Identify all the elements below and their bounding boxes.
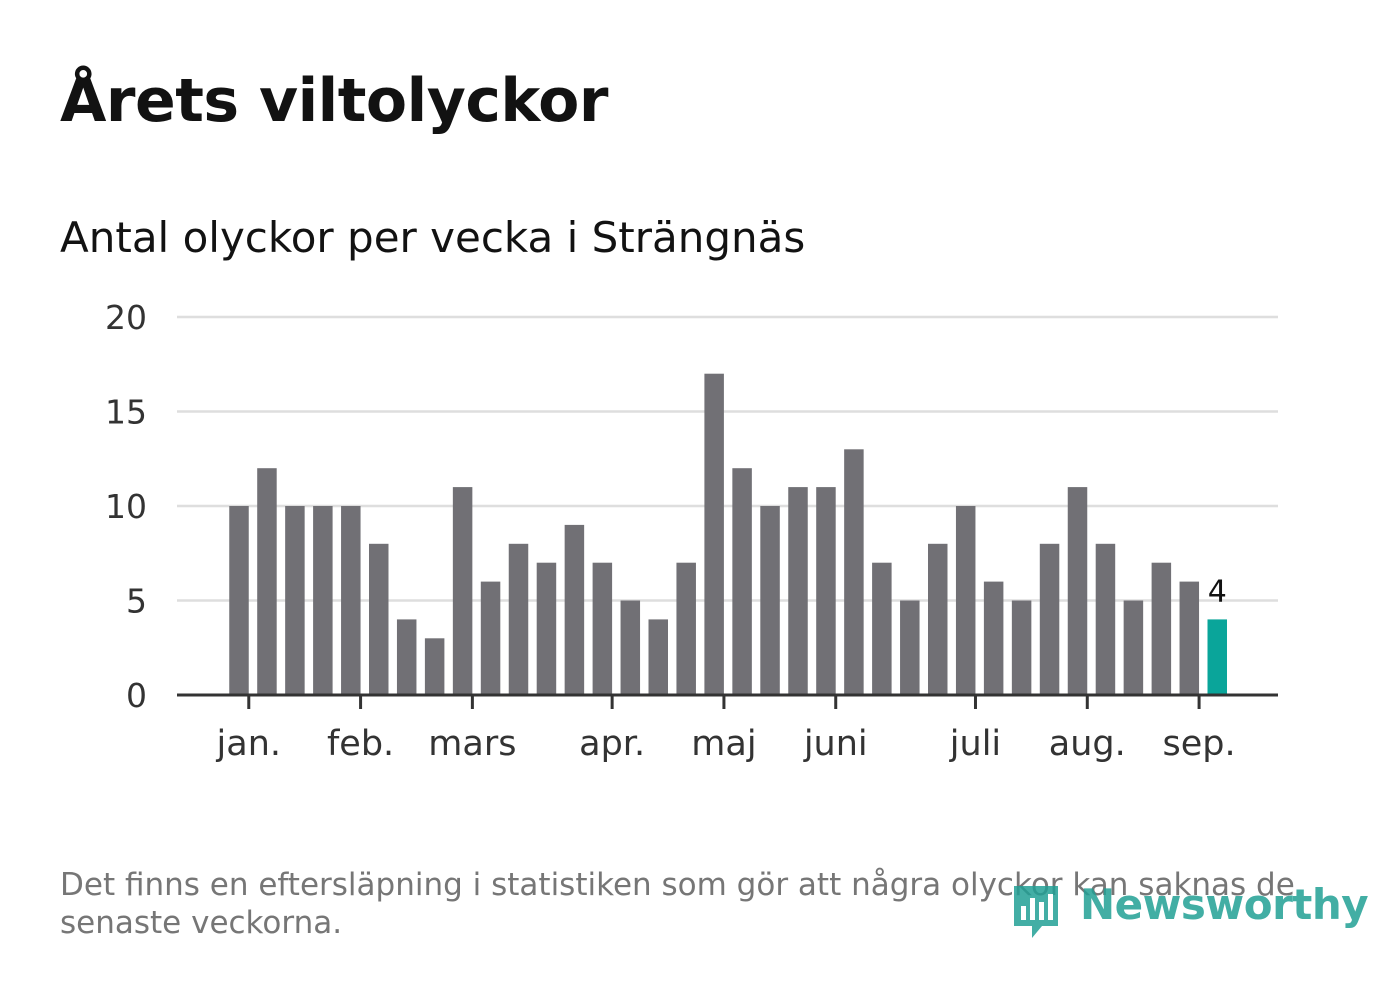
chart-title: Årets viltolyckor <box>60 66 609 136</box>
bar <box>1123 600 1144 695</box>
y-axis-ticks: 0 5 10 15 20 <box>105 298 147 715</box>
chart-subtitle: Antal olyckor per vecka i Strängnäs <box>60 213 806 262</box>
bar <box>900 600 920 695</box>
newsworthy-logo: Newsworthy <box>1010 876 1369 942</box>
bar <box>788 487 808 695</box>
y-tick-label: 0 <box>126 676 147 715</box>
bar <box>452 487 473 695</box>
x-tick-label: mars <box>428 724 516 764</box>
bar <box>816 487 836 695</box>
bar <box>369 543 389 695</box>
bar <box>396 619 417 695</box>
x-tick-label: feb. <box>327 724 394 764</box>
bar <box>564 524 585 695</box>
x-tick-label: juli <box>949 724 1001 764</box>
bar <box>257 468 277 695</box>
x-tick-label: sep. <box>1163 724 1236 764</box>
bar <box>704 373 724 695</box>
bar <box>313 506 333 695</box>
bar <box>928 543 948 695</box>
y-tick-label: 15 <box>105 393 147 432</box>
bar <box>760 506 780 695</box>
bar-chart-logo-icon <box>1014 886 1058 938</box>
bars <box>229 373 1227 695</box>
y-tick-label: 5 <box>126 582 147 621</box>
x-tick-label: jan. <box>216 724 281 764</box>
bar <box>1067 487 1088 695</box>
bar <box>844 449 864 695</box>
bar <box>536 562 557 695</box>
footnote: Det finns en eftersläpning i statistiken… <box>60 867 1295 941</box>
x-axis: jan. feb. mars apr. maj juni juli aug. sep. <box>177 693 1278 764</box>
bar <box>1011 600 1032 695</box>
bar <box>955 506 976 695</box>
bar <box>676 562 696 695</box>
bar <box>508 543 529 695</box>
x-tick-label: apr. <box>579 724 645 764</box>
bar <box>1095 543 1116 695</box>
bar <box>648 619 668 695</box>
bar <box>285 506 305 695</box>
bar <box>872 562 892 695</box>
y-tick-label: 20 <box>105 298 147 337</box>
data-labels: 4 <box>1208 574 1227 609</box>
highlight-value-label: 4 <box>1208 574 1227 609</box>
bar <box>1179 581 1200 695</box>
bar-highlight <box>1207 619 1227 695</box>
bar <box>983 581 1004 695</box>
bar <box>229 506 249 695</box>
bar <box>341 506 361 695</box>
x-tick-label: maj <box>691 724 756 764</box>
bar <box>1151 562 1172 695</box>
bar <box>732 468 752 695</box>
x-tick-label: aug. <box>1049 724 1126 764</box>
brand-name: Newsworthy <box>1080 880 1369 929</box>
bar <box>424 638 445 695</box>
bar <box>1039 543 1060 695</box>
bar <box>592 562 613 695</box>
x-tick-label: juni <box>803 724 868 764</box>
bar <box>480 581 501 695</box>
y-tick-label: 10 <box>105 487 147 526</box>
bar <box>620 600 641 695</box>
